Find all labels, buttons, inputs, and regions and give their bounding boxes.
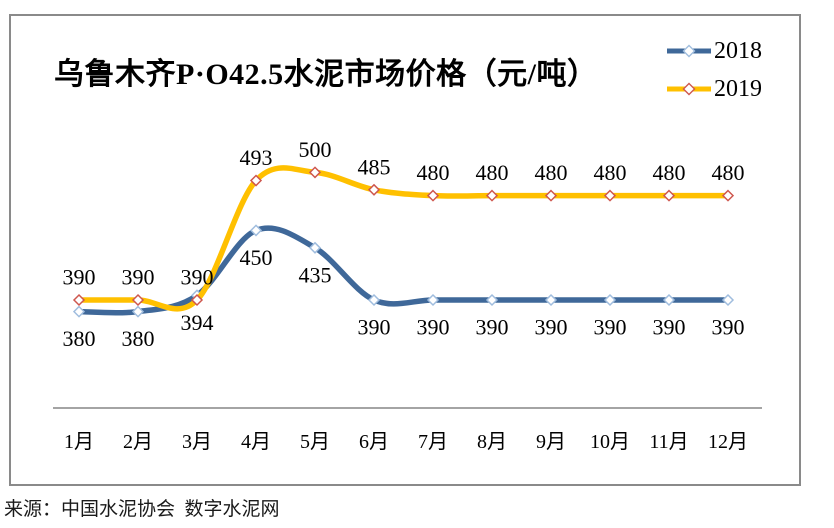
data-label-2019-1: 390 — [63, 265, 96, 290]
data-label-2018-8: 390 — [476, 315, 509, 340]
data-label-2019-8: 480 — [476, 160, 509, 185]
data-label-2019-11: 480 — [653, 160, 686, 185]
marker-2018-2 — [131, 305, 145, 318]
marker-2018-12 — [721, 293, 735, 307]
marker-2019-11 — [662, 189, 676, 202]
marker-2019-4 — [249, 174, 263, 187]
x-axis-label-1: 1月 — [64, 431, 94, 453]
data-label-2019-9: 480 — [535, 160, 568, 185]
marker-2018-10 — [603, 293, 617, 307]
data-label-2019-7: 480 — [417, 160, 450, 185]
legend: 2018 2019 — [666, 32, 762, 108]
x-axis-label-10: 10月 — [590, 431, 630, 453]
data-label-2018-2: 380 — [122, 326, 155, 351]
data-label-2019-5: 500 — [299, 137, 332, 162]
data-label-2018-9: 390 — [535, 315, 568, 340]
marker-2018-8 — [485, 293, 499, 307]
data-label-2019-2: 390 — [122, 265, 155, 290]
marker-2019-10 — [603, 189, 617, 202]
legend-label-2019: 2019 — [714, 75, 762, 102]
data-label-2018-10: 390 — [594, 315, 627, 340]
marker-2018-11 — [662, 293, 676, 307]
data-label-2018-11: 390 — [653, 315, 686, 340]
x-axis-label-9: 9月 — [536, 431, 566, 453]
x-axis-label-7: 7月 — [418, 431, 448, 453]
data-label-2019-3: 390 — [181, 265, 214, 290]
data-label-2018-12: 390 — [712, 315, 745, 340]
x-axis-label-6: 6月 — [359, 431, 389, 453]
marker-2018-4 — [249, 224, 263, 237]
series-line-2019 — [76, 165, 731, 312]
marker-2019-9 — [544, 189, 558, 202]
legend-swatch-2019-icon — [667, 82, 711, 96]
data-label-2018-4: 450 — [240, 245, 273, 270]
legend-item-2019: 2019 — [666, 70, 762, 108]
source-note: 来源：中国水泥协会 数字水泥网 — [4, 499, 280, 520]
marker-2019-2 — [131, 293, 145, 307]
chart-title: 乌鲁木齐P·O42.5水泥市场价格（元/吨） — [54, 58, 598, 91]
x-axis-label-3: 3月 — [182, 431, 212, 453]
marker-2018-1 — [72, 305, 86, 318]
chart-frame — [9, 14, 801, 486]
legend-label-2018: 2018 — [714, 37, 762, 64]
data-label-2018-3: 394 — [181, 310, 214, 335]
marker-2018-6 — [367, 293, 381, 307]
data-label-2018-7: 390 — [417, 315, 450, 340]
marker-2019-6 — [367, 183, 381, 196]
data-label-2019-4: 493 — [240, 145, 273, 170]
x-axis-label-11: 11月 — [649, 431, 688, 453]
marker-2018-9 — [544, 293, 558, 307]
series-line-2018 — [76, 225, 731, 316]
x-axis-label-12: 12月 — [708, 431, 748, 453]
x-axis-label-8: 8月 — [477, 431, 507, 453]
data-label-2018-1: 380 — [63, 326, 96, 351]
marker-2018-5 — [308, 241, 322, 254]
legend-item-2018: 2018 — [666, 32, 762, 70]
x-axis-label-2: 2月 — [123, 431, 153, 453]
x-axis-label-5: 5月 — [300, 431, 330, 453]
marker-2019-7 — [426, 189, 440, 202]
data-label-2018-6: 390 — [358, 315, 391, 340]
marker-2018-7 — [426, 293, 440, 307]
data-label-2019-6: 485 — [358, 154, 391, 179]
legend-swatch-2018-icon — [667, 44, 711, 58]
marker-2019-3 — [190, 293, 204, 307]
marker-2019-8 — [485, 189, 499, 202]
marker-2019-12 — [721, 189, 735, 202]
data-label-2019-10: 480 — [594, 160, 627, 185]
data-label-2019-12: 480 — [712, 160, 745, 185]
marker-2019-5 — [308, 166, 322, 179]
marker-2019-1 — [72, 293, 86, 307]
data-label-2018-5: 435 — [299, 262, 332, 287]
x-axis-label-4: 4月 — [241, 431, 271, 453]
